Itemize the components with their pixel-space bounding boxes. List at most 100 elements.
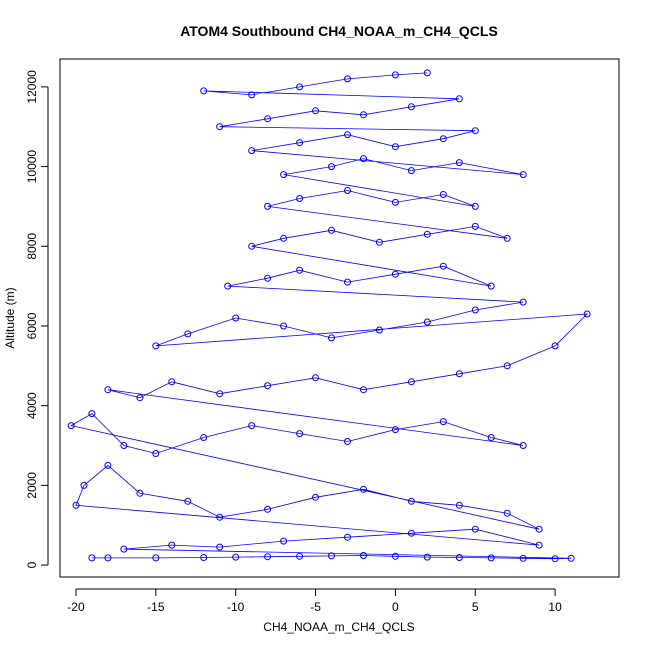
y-tick-label: 4000 (25, 392, 39, 419)
data-point (80, 481, 88, 489)
data-point (88, 410, 96, 418)
data-point (391, 426, 399, 434)
data-point (519, 554, 527, 562)
x-axis-label: CH4_NOAA_m_CH4_QCLS (263, 620, 414, 634)
x-tick-label: -15 (147, 600, 165, 614)
data-point (551, 342, 559, 350)
data-point (136, 489, 144, 497)
data-point (535, 525, 543, 533)
data-point (455, 554, 463, 561)
data-point (455, 95, 463, 103)
data-point (136, 394, 144, 402)
data-point (312, 374, 319, 382)
data-point (503, 234, 511, 242)
data-point (344, 438, 351, 445)
data-point (328, 334, 335, 342)
data-point (423, 69, 431, 77)
data-point (67, 422, 75, 430)
data-point (583, 310, 591, 318)
data-point (360, 111, 367, 119)
data-point (471, 127, 479, 135)
y-tick-label: 0 (25, 561, 39, 568)
y-tick-label: 12000 (25, 70, 39, 104)
data-point (296, 83, 304, 91)
data-point (264, 553, 272, 561)
data-point (280, 322, 288, 330)
data-point (248, 422, 256, 430)
y-axis: 0 2000 4000 6000 8000 10000 12000 (25, 70, 49, 568)
y-axis-label: Altitude (m) (3, 287, 17, 348)
data-point (551, 555, 559, 563)
data-point (471, 306, 479, 314)
data-point (439, 191, 447, 198)
data-point (471, 222, 479, 230)
data-point (391, 143, 399, 151)
data-point (487, 554, 495, 562)
data-point (248, 147, 256, 155)
data-point (360, 485, 367, 493)
data-point (375, 238, 383, 246)
data-point (216, 513, 224, 521)
data-point (391, 198, 399, 206)
data-point (200, 554, 208, 561)
data-point (471, 525, 479, 533)
data-point (519, 442, 527, 449)
data-point (168, 378, 176, 386)
data-point (487, 434, 495, 441)
data-point (439, 418, 447, 426)
x-axis: -20 -15 -10 -5 0 5 10 (67, 588, 562, 614)
data-point (168, 541, 176, 549)
data-point (360, 552, 367, 559)
data-point (455, 370, 463, 378)
data-point (312, 107, 319, 115)
data-point (200, 87, 208, 95)
data-point (88, 554, 96, 562)
data-point (407, 378, 415, 386)
data-point (264, 115, 272, 123)
data-point (360, 386, 367, 394)
data-point (296, 266, 304, 274)
chart-title: ATOM4 Southbound CH4_NOAA_m_CH4_QCLS (180, 23, 498, 39)
data-point (423, 553, 431, 561)
data-point (152, 450, 160, 457)
data-point (391, 270, 399, 278)
data-point (344, 75, 351, 83)
x-tick-label: 5 (472, 600, 479, 614)
data-point (184, 497, 192, 505)
y-tick-label: 2000 (25, 472, 39, 499)
data-point (328, 552, 335, 560)
data-point (519, 298, 527, 306)
data-point (455, 501, 463, 509)
data-point (344, 533, 351, 541)
x-tick-label: 10 (548, 600, 562, 614)
plot-frame (59, 58, 620, 578)
data-point (296, 430, 304, 438)
data-point (471, 202, 479, 210)
y-tick-label: 8000 (25, 233, 39, 260)
y-tick-label: 10000 (25, 150, 39, 184)
data-point (391, 71, 399, 79)
data-point (216, 390, 224, 398)
data-point (120, 545, 128, 553)
data-point (519, 171, 527, 179)
data-point (503, 509, 511, 517)
data-point (216, 543, 224, 551)
data-point (280, 171, 288, 179)
data-point (535, 541, 543, 549)
y-tick-label: 6000 (25, 312, 39, 339)
data-point (104, 461, 112, 469)
data-point (216, 123, 224, 131)
data-point (360, 155, 367, 163)
data-point (439, 135, 447, 143)
x-tick-label: -5 (310, 600, 321, 614)
data-point (407, 167, 415, 175)
data-point (328, 226, 335, 234)
data-point (184, 330, 192, 338)
data-point (503, 362, 511, 370)
data-point (407, 103, 415, 111)
data-point (407, 497, 415, 505)
data-point (224, 282, 232, 290)
data-point (280, 234, 288, 242)
x-tick-label: -10 (227, 600, 245, 614)
data-point (72, 501, 80, 509)
